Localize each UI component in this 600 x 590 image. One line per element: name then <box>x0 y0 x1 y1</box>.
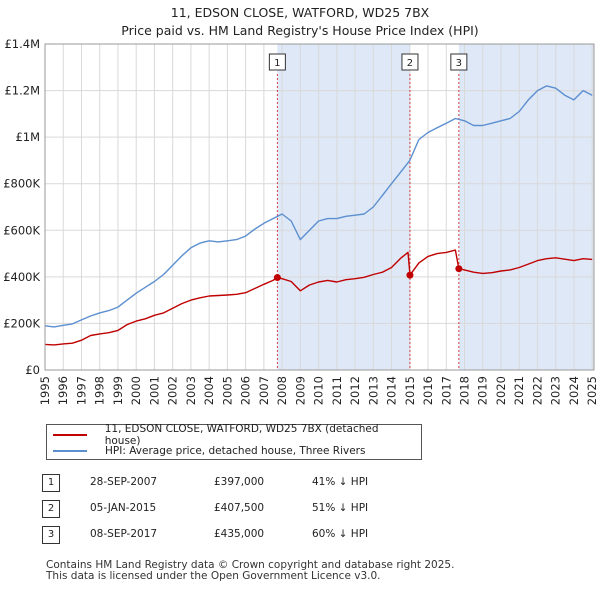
x-tick-label: 2017 <box>439 376 453 405</box>
transaction-date: 05-JAN-2015 <box>90 502 157 514</box>
transaction-price: £407,500 <box>214 502 265 514</box>
sale-label-box: 3 <box>450 53 468 71</box>
transaction-row: 1 28-SEP-2007 £397,000 41% ↓ HPI <box>42 474 502 500</box>
footer-copyright: Contains HM Land Registry data © Crown c… <box>46 559 455 571</box>
x-tick-label: 2008 <box>275 376 289 405</box>
chart-subtitle: Price paid vs. HM Land Registry's House … <box>121 23 479 38</box>
x-tick-label: 2014 <box>385 376 399 405</box>
y-tick-label: £200K <box>3 316 40 330</box>
x-tick-label: 2019 <box>476 376 490 405</box>
x-tick-label: 2016 <box>421 376 435 405</box>
transaction-hpi-diff: 41% ↓ HPI <box>312 476 369 488</box>
hpi-line <box>44 85 593 328</box>
footer-attribution: Contains HM Land Registry data © Crown c… <box>46 560 454 582</box>
transaction-date: 08-SEP-2017 <box>90 528 158 540</box>
property-price-line <box>44 249 593 346</box>
x-tick-label: 2000 <box>129 376 143 405</box>
legend-item-property: 11, EDSON CLOSE, WATFORD, WD25 7BX (deta… <box>53 423 415 447</box>
transactions-table: 1 28-SEP-2007 £397,000 41% ↓ HPI 2 05-JA… <box>42 474 502 552</box>
x-tick-label: 2004 <box>202 376 216 405</box>
plot-border <box>44 43 595 371</box>
x-tick-label: 2012 <box>348 376 362 405</box>
transaction-number-badge: 3 <box>42 526 60 544</box>
sale-label-box: 2 <box>401 53 419 71</box>
legend-label-property: 11, EDSON CLOSE, WATFORD, WD25 7BX (deta… <box>104 423 379 447</box>
x-tick-label: 1999 <box>111 376 125 405</box>
x-tick-label: 2010 <box>312 376 326 405</box>
x-tick-label: 2024 <box>567 376 581 405</box>
legend-swatch-hpi <box>53 450 87 452</box>
transaction-number-badge: 2 <box>42 500 60 518</box>
chart-legend: 11, EDSON CLOSE, WATFORD, WD25 7BX (deta… <box>46 423 422 460</box>
sale-point <box>273 274 281 282</box>
sale-label-frame <box>401 53 419 71</box>
x-tick-label: 1998 <box>93 376 107 405</box>
x-tick-label: 1997 <box>74 376 88 405</box>
transaction-number-badge: 1 <box>42 474 60 492</box>
transaction-date: 28-SEP-2007 <box>90 476 158 488</box>
shaded-period <box>277 44 410 370</box>
transaction-row: 3 08-SEP-2017 £435,000 60% ↓ HPI <box>42 526 502 552</box>
transaction-price: £435,000 <box>214 528 265 540</box>
sale-point <box>406 271 414 279</box>
x-tick-label: 1995 <box>38 376 52 405</box>
chart-titles: 11, EDSON CLOSE, WATFORD, WD25 7BX Price… <box>0 4 600 40</box>
x-tick-label: 2015 <box>403 376 417 405</box>
x-tick-label: 2007 <box>257 376 271 405</box>
footer-licence: This data is licensed under the Open Gov… <box>46 570 381 582</box>
sale-label-number: 1 <box>274 58 280 69</box>
x-tick-label: 2023 <box>549 376 563 405</box>
x-tick-label: 2018 <box>458 376 472 405</box>
x-tick-label: 2006 <box>239 376 253 405</box>
y-tick-label: £1.2M <box>4 84 40 98</box>
transaction-hpi-diff: 51% ↓ HPI <box>312 502 369 514</box>
sale-label-frame <box>450 53 468 71</box>
x-tick-label: 2021 <box>512 376 526 405</box>
legend-swatch-property <box>53 434 87 436</box>
x-tick-label: 2005 <box>220 376 234 405</box>
sale-label-box: 1 <box>268 53 286 71</box>
y-tick-label: £0 <box>25 363 40 377</box>
chart-title: 11, EDSON CLOSE, WATFORD, WD25 7BX <box>170 5 430 20</box>
y-tick-label: £600K <box>3 223 40 237</box>
price-chart: 1 2 3 £0 £200K £400K £600K £800K £1M £1.2M £1.4M 19… <box>3 37 599 405</box>
x-tick-label: 1996 <box>56 376 70 405</box>
transaction-price: £397,000 <box>214 476 265 488</box>
x-tick-label: 2002 <box>166 376 180 405</box>
x-tick-label: 2001 <box>147 376 161 405</box>
x-tick-label: 2011 <box>330 376 344 405</box>
y-tick-label: £1M <box>15 130 40 144</box>
sale-label-number: 2 <box>407 58 413 69</box>
legend-label-hpi: HPI: Average price, detached house, Thre… <box>105 445 366 457</box>
sale-label-number: 3 <box>456 58 462 69</box>
legend-item-hpi: HPI: Average price, detached house, Thre… <box>53 443 415 459</box>
x-tick-label: 2022 <box>530 376 544 405</box>
sale-point <box>455 265 463 273</box>
x-tick-label: 2025 <box>585 376 599 405</box>
x-tick-label: 2003 <box>184 376 198 405</box>
x-tick-label: 2013 <box>366 376 380 405</box>
y-tick-label: £800K <box>3 177 40 191</box>
y-tick-label: £1.4M <box>4 37 40 51</box>
transaction-row: 2 05-JAN-2015 £407,500 51% ↓ HPI <box>42 500 502 526</box>
x-tick-label: 2020 <box>494 376 508 405</box>
x-tick-label: 2009 <box>293 376 307 405</box>
y-tick-label: £400K <box>3 270 40 284</box>
transaction-hpi-diff: 60% ↓ HPI <box>312 528 369 540</box>
sale-label-frame <box>268 53 286 71</box>
